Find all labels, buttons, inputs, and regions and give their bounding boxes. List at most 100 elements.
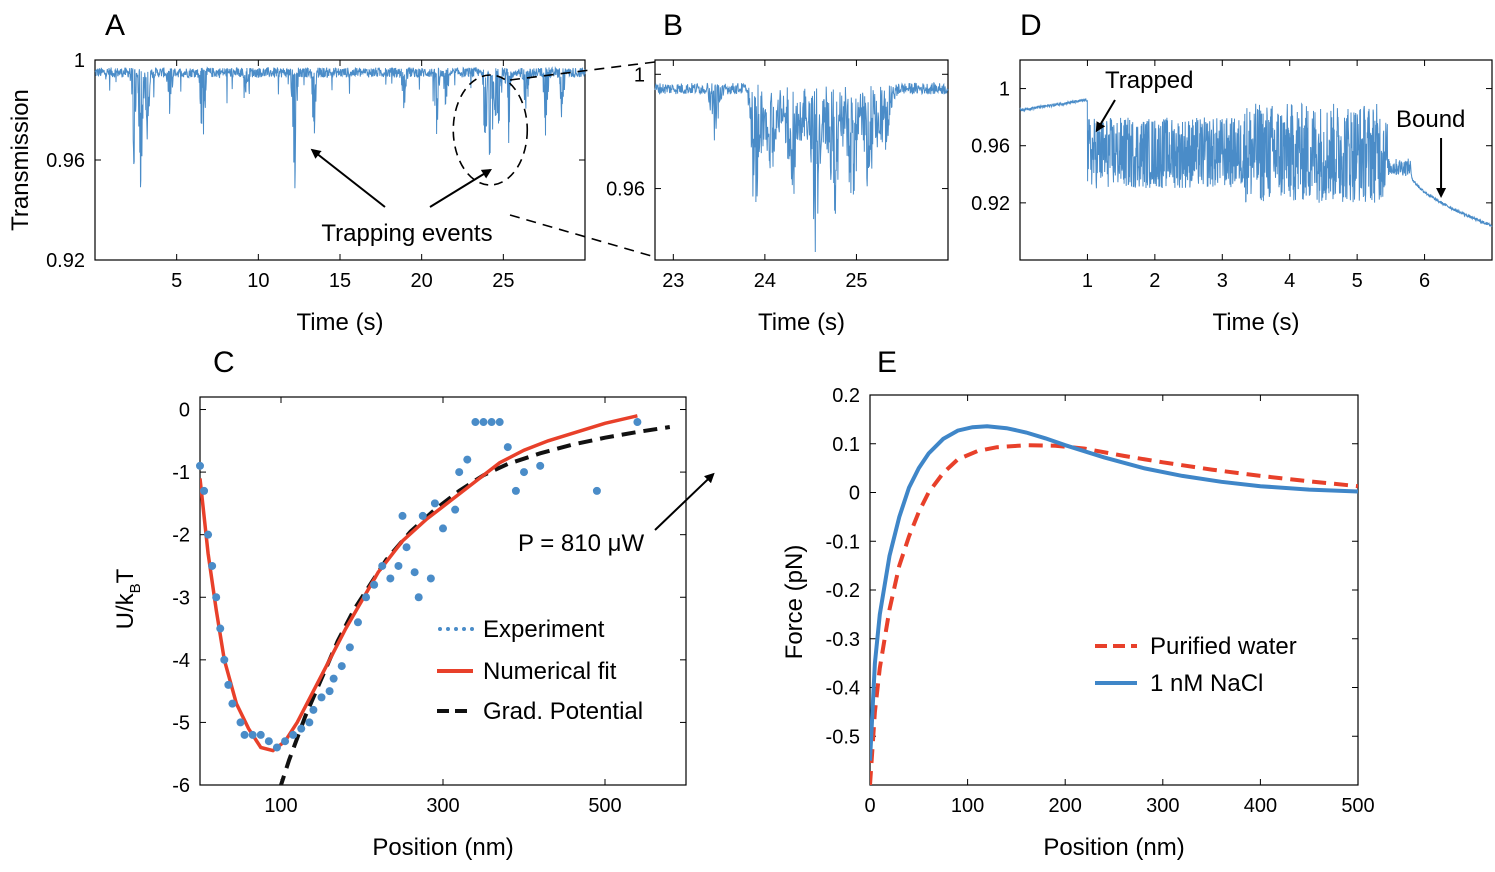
power-label: P = 810 μW bbox=[518, 530, 644, 557]
x-tick-label: 5 bbox=[171, 270, 182, 292]
x-tick-label: 24 bbox=[754, 270, 776, 292]
legend-swatch-dot bbox=[446, 627, 450, 631]
x-tick-label: 2 bbox=[1149, 270, 1160, 292]
x-tick-label: 10 bbox=[247, 270, 269, 292]
experiment-point bbox=[439, 524, 447, 533]
transmission-trace-zoom bbox=[654, 82, 949, 253]
experiment-point bbox=[345, 643, 354, 652]
arrow-trapped bbox=[1095, 99, 1116, 133]
x-tick-label: 500 bbox=[588, 795, 621, 817]
experiment-point bbox=[463, 455, 472, 464]
zoom-line-bottom bbox=[509, 214, 656, 258]
x-tick-label: 100 bbox=[264, 795, 297, 817]
y-tick-label: 0 bbox=[179, 400, 190, 422]
y-tick-label: -0.2 bbox=[826, 580, 860, 602]
plot-frame bbox=[199, 396, 687, 786]
panel-letter: C bbox=[213, 346, 235, 379]
experiment-point bbox=[208, 561, 217, 570]
experiment-point bbox=[455, 468, 464, 477]
zoom-connector-lines bbox=[509, 61, 656, 258]
y-tick-label: -0.1 bbox=[826, 531, 860, 553]
y-tick-label: 0.1 bbox=[832, 434, 860, 456]
y-tick-label: -1 bbox=[172, 462, 190, 484]
transmission-trace bbox=[94, 66, 586, 189]
experiment-point bbox=[378, 561, 387, 570]
experiment-point bbox=[398, 511, 407, 520]
y-tick-label: -0.5 bbox=[826, 726, 860, 748]
experiment-point bbox=[264, 737, 273, 746]
experiment-point bbox=[487, 418, 496, 427]
legend-swatch-dot bbox=[454, 627, 458, 631]
panel-letter: E bbox=[877, 346, 897, 379]
experiment-point bbox=[309, 705, 318, 714]
y-tick-label: 1 bbox=[74, 50, 85, 72]
x-tick-label: 300 bbox=[426, 795, 459, 817]
y-axis-label: U/kBT bbox=[112, 568, 144, 629]
y-tick-label: -4 bbox=[172, 650, 190, 672]
y-tick-label: -3 bbox=[172, 587, 190, 609]
gradient-potential-line bbox=[278, 425, 671, 785]
legend-label: Experiment bbox=[483, 616, 605, 643]
annotation-bound: Bound bbox=[1396, 106, 1465, 133]
x-axis-label: Position (nm) bbox=[372, 834, 513, 861]
y-tick-label: 0.92 bbox=[46, 250, 85, 272]
experiment-point bbox=[196, 461, 204, 470]
y-label-sub: B bbox=[127, 583, 144, 593]
panel-e: E 0 100 200 300 400 500 -0.5 -0.4 -0.3 -0.2 -0.1 0 0.… bbox=[781, 346, 1375, 861]
legend-label: Numerical fit bbox=[483, 658, 617, 685]
experiment-point bbox=[240, 730, 249, 739]
experiment-point bbox=[402, 543, 411, 552]
y-tick-label: 1 bbox=[999, 79, 1010, 101]
x-axis-label: Position (nm) bbox=[1043, 834, 1184, 861]
experiment-point bbox=[370, 580, 379, 589]
experiment-point bbox=[329, 674, 338, 683]
y-tick-label: 0.92 bbox=[971, 193, 1010, 215]
numerical-fit-line bbox=[200, 414, 638, 753]
x-axis-label: Time (s) bbox=[1212, 309, 1299, 336]
x-tick-label: 500 bbox=[1341, 795, 1374, 817]
plot-frame bbox=[869, 394, 1359, 786]
x-tick-label: 25 bbox=[492, 270, 514, 292]
experiment-point bbox=[272, 743, 281, 752]
experiment-point bbox=[495, 418, 504, 427]
experiment-point bbox=[216, 624, 225, 633]
y-tick-label: 1 bbox=[634, 64, 645, 86]
x-tick-label: 23 bbox=[662, 270, 684, 292]
annotation-trapped: Trapped bbox=[1105, 67, 1194, 94]
experiment-point bbox=[224, 680, 233, 689]
experiment-point bbox=[386, 574, 395, 583]
x-tick-label: 20 bbox=[411, 270, 433, 292]
experiment-point bbox=[633, 418, 642, 427]
x-tick-label: 15 bbox=[329, 270, 351, 292]
experiment-point bbox=[430, 499, 439, 508]
y-label-end: T bbox=[112, 568, 139, 583]
experiment-point bbox=[317, 693, 326, 702]
experiment-point bbox=[212, 593, 221, 602]
experiment-point bbox=[305, 718, 314, 727]
y-label-main: U/k bbox=[112, 592, 139, 629]
experiment-point bbox=[592, 486, 601, 495]
experiment-point bbox=[426, 574, 435, 583]
experiment-point bbox=[200, 486, 209, 495]
panel-letter: D bbox=[1020, 9, 1042, 42]
experiment-point bbox=[281, 737, 290, 746]
experiment-point bbox=[511, 486, 520, 495]
x-tick-label: 0 bbox=[864, 795, 875, 817]
experiment-point bbox=[256, 730, 265, 739]
annotation-arrow bbox=[429, 168, 492, 208]
experiment-point bbox=[236, 718, 245, 727]
experiment-point bbox=[451, 505, 460, 514]
experiment-point bbox=[248, 730, 257, 739]
zoom-ellipse bbox=[452, 74, 529, 186]
y-tick-label: 0.96 bbox=[606, 179, 645, 201]
x-tick-label: 400 bbox=[1244, 795, 1277, 817]
experiment-point bbox=[410, 568, 419, 577]
experiment-point bbox=[362, 593, 371, 602]
y-tick-label: -6 bbox=[172, 775, 190, 797]
y-axis-label: Transmission bbox=[7, 89, 34, 231]
experiment-point bbox=[289, 730, 298, 739]
panel-c: C 100 300 500 -6 -5 -4 -3 -2 -1 0 Position (nm) U/kB… bbox=[112, 346, 715, 861]
x-tick-label: 1 bbox=[1082, 270, 1093, 292]
y-tick-label: -0.3 bbox=[826, 629, 860, 651]
experiment-point bbox=[520, 468, 528, 477]
